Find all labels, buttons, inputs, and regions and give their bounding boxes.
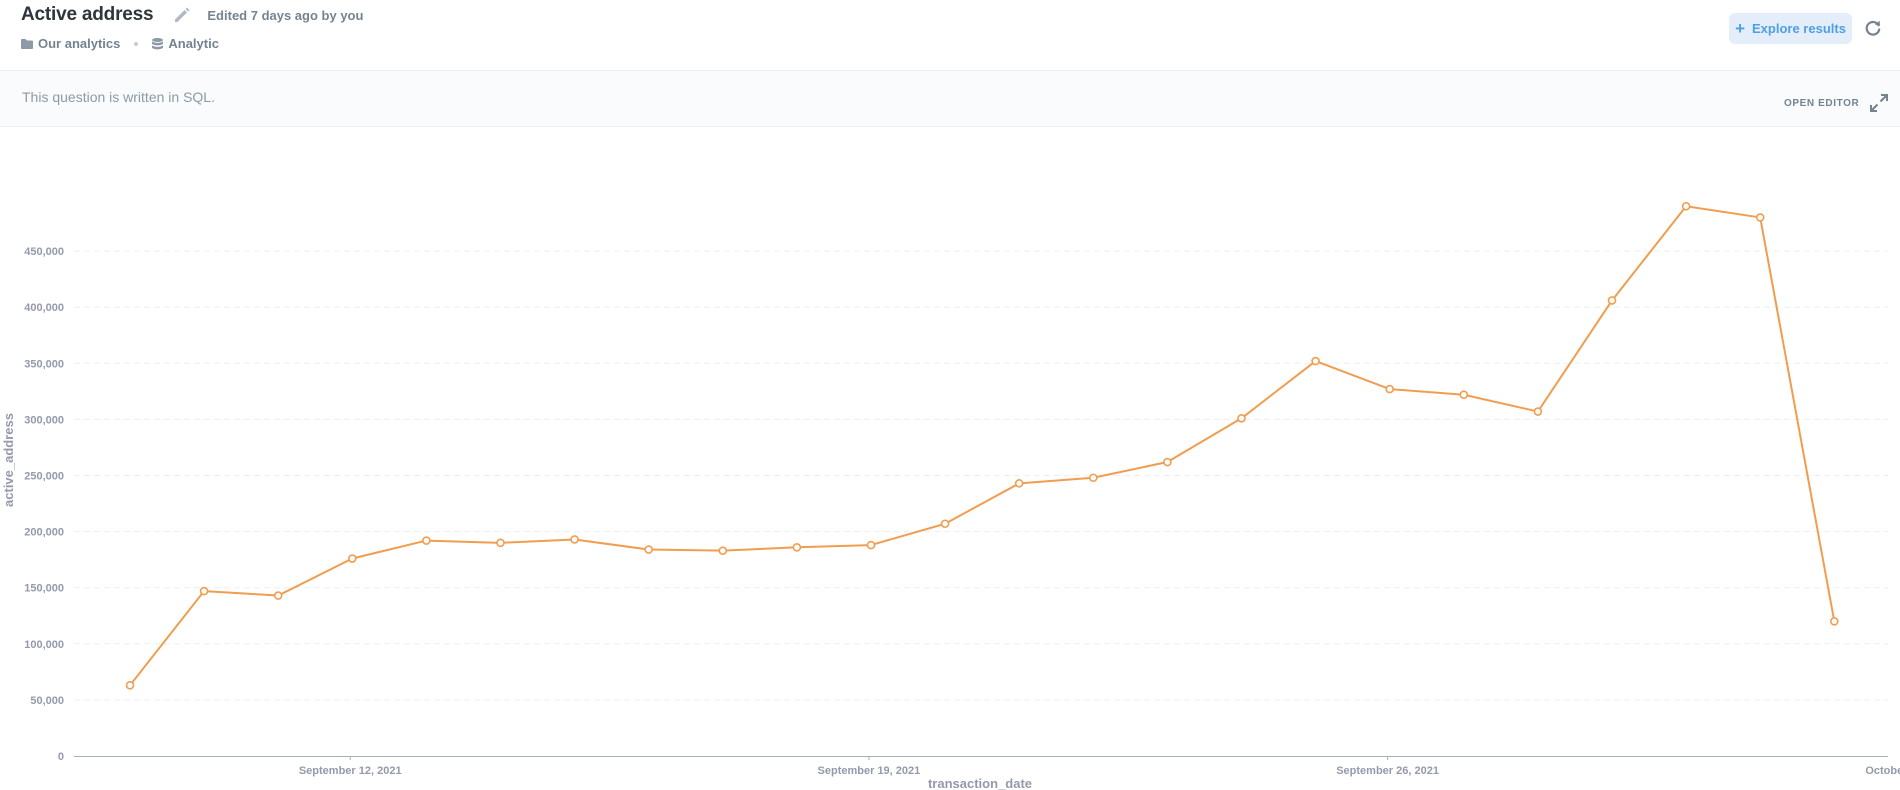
- y-tick-label: 150,000: [24, 583, 64, 595]
- data-point[interactable]: [1311, 356, 1320, 366]
- data-point[interactable]: [1681, 201, 1691, 211]
- data-point[interactable]: [718, 546, 728, 555]
- data-point[interactable]: [1385, 384, 1394, 394]
- y-tick-label: 50,000: [30, 695, 64, 707]
- explore-results-label: Explore results: [1752, 21, 1846, 36]
- data-point[interactable]: [496, 538, 505, 548]
- x-tick-label: September 19, 2021: [818, 765, 921, 777]
- data-point[interactable]: [199, 586, 209, 596]
- edited-info[interactable]: Edited 7 days ago by you: [207, 7, 364, 23]
- open-editor-button[interactable]: OPEN EDITOR: [1784, 93, 1889, 113]
- data-point[interactable]: [1830, 617, 1839, 626]
- title-row: Active address Edited 7 days ago by you: [21, 4, 363, 26]
- breadcrumb-database-label: Analytic: [168, 36, 219, 51]
- line-chart: 0 50,000 100,000 150,000 200,000 250,000 300,0…: [1, 201, 1900, 790]
- x-axis-label: transaction_date: [928, 776, 1032, 790]
- x-tick-label: October 3, 2021: [1865, 765, 1900, 777]
- database-icon: [152, 37, 164, 49]
- y-tick-label: 450,000: [24, 246, 64, 258]
- data-point[interactable]: [1533, 407, 1543, 416]
- data-point[interactable]: [1163, 457, 1172, 467]
- breadcrumb-collection[interactable]: Our analytics: [21, 36, 120, 51]
- refresh-icon[interactable]: [1864, 19, 1884, 39]
- breadcrumb-database[interactable]: Analytic: [152, 36, 219, 51]
- open-editor-label: OPEN EDITOR: [1784, 97, 1860, 109]
- y-tick-label: 250,000: [24, 471, 64, 483]
- y-axis-ticks: 0 50,000 100,000 150,000 200,000 250,000 300,0…: [24, 246, 64, 763]
- data-point[interactable]: [1459, 390, 1469, 400]
- expand-icon: [1870, 94, 1889, 112]
- data-point[interactable]: [422, 536, 431, 545]
- y-tick-label: 200,000: [24, 527, 64, 539]
- y-tick-label: 400,000: [24, 302, 64, 314]
- question-header: Active address Edited 7 days ago by you …: [0, 0, 1900, 70]
- explore-results-button[interactable]: + Explore results: [1729, 13, 1852, 44]
- y-tick-label: 300,000: [24, 414, 64, 426]
- data-point[interactable]: [940, 519, 950, 529]
- data-point[interactable]: [1755, 213, 1765, 222]
- data-point[interactable]: [644, 545, 654, 554]
- pencil-icon[interactable]: [171, 4, 193, 26]
- data-point[interactable]: [125, 681, 135, 690]
- breadcrumb-separator: [134, 41, 139, 46]
- question-title[interactable]: Active address: [21, 4, 154, 25]
- breadcrumb-collection-label: Our analytics: [38, 36, 121, 51]
- y-axis-label: active_address: [1, 413, 16, 507]
- data-point[interactable]: [1014, 479, 1024, 488]
- x-axis-ticks: September 12, 2021 September 19, 2021 Sept…: [299, 756, 1900, 777]
- x-tick-label: September 12, 2021: [299, 765, 402, 777]
- y-tick-label: 350,000: [24, 358, 64, 370]
- breadcrumb: Our analytics Analytic: [21, 36, 219, 51]
- data-point[interactable]: [273, 591, 283, 600]
- native-query-bar: This question is written in SQL. OPEN ED…: [0, 70, 1900, 127]
- data-point[interactable]: [866, 540, 876, 550]
- data-point[interactable]: [347, 554, 357, 563]
- plus-icon: +: [1735, 19, 1745, 38]
- x-tick-label: September 26, 2021: [1336, 765, 1439, 777]
- data-point[interactable]: [792, 543, 802, 552]
- data-point[interactable]: [1607, 296, 1617, 305]
- chart-series: [125, 201, 1839, 690]
- data-point[interactable]: [570, 535, 579, 544]
- y-tick-label: 0: [58, 751, 64, 763]
- series-line: [129, 205, 1836, 686]
- folder-icon: [21, 38, 33, 49]
- data-point[interactable]: [1237, 413, 1246, 423]
- data-point[interactable]: [1089, 473, 1098, 483]
- sql-notice: This question is written in SQL.: [22, 89, 215, 105]
- y-tick-label: 100,000: [24, 639, 64, 651]
- chart-grid: [74, 250, 1888, 701]
